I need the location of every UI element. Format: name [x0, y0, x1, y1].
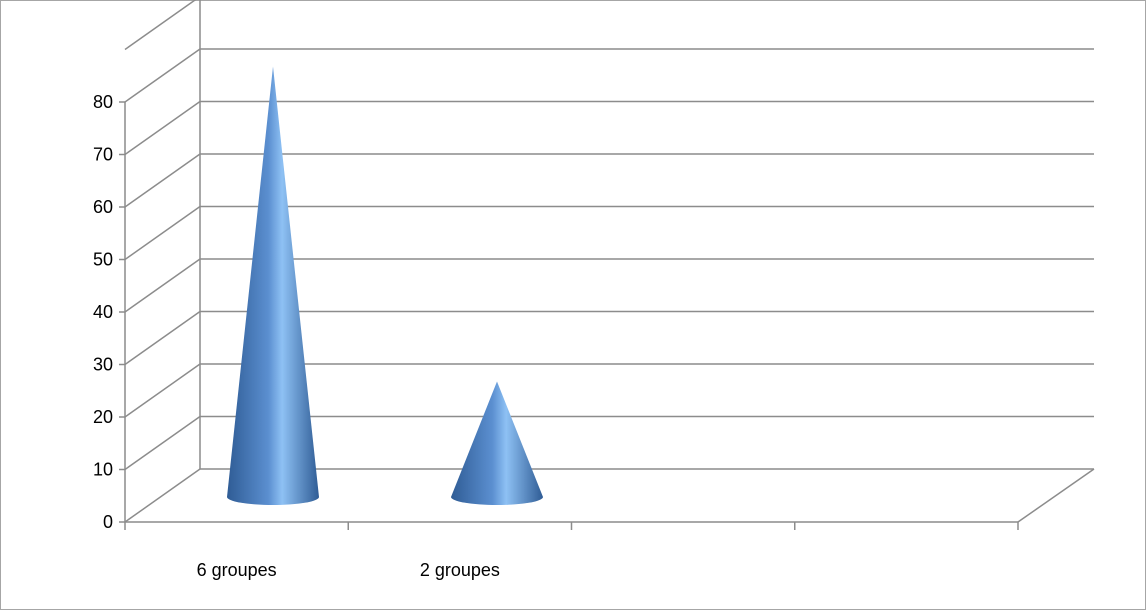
side-gridline [124, 258, 201, 313]
side-gridline [124, 310, 201, 366]
y-tick-label: 60 [93, 197, 113, 217]
y-tick-label: 50 [93, 250, 113, 270]
y-tick-label: 80 [93, 92, 113, 112]
y-tick-label: 20 [93, 407, 113, 427]
cone-body [227, 66, 319, 505]
side-gridline [124, 363, 201, 418]
cone-body [451, 381, 543, 505]
x-category-label: 2 groupes [420, 560, 500, 580]
side-gridline [124, 48, 201, 103]
x-category-label: 6 groupes [197, 560, 277, 580]
y-tick-label: 0 [103, 512, 113, 532]
y-tick-label: 70 [93, 145, 113, 165]
y-tick-label: 10 [93, 460, 113, 480]
y-tick-label: 30 [93, 355, 113, 375]
side-gridline [124, 415, 201, 471]
floor-right-edge [1017, 468, 1095, 523]
side-gridline [124, 153, 201, 208]
side-gridline [124, 100, 201, 156]
side-gridline [124, 468, 201, 523]
y-tick-label: 40 [93, 302, 113, 322]
side-gridline [124, 0, 197, 51]
side-gridline [124, 205, 201, 261]
cone-bar [451, 381, 543, 505]
cone-bar [227, 66, 319, 505]
